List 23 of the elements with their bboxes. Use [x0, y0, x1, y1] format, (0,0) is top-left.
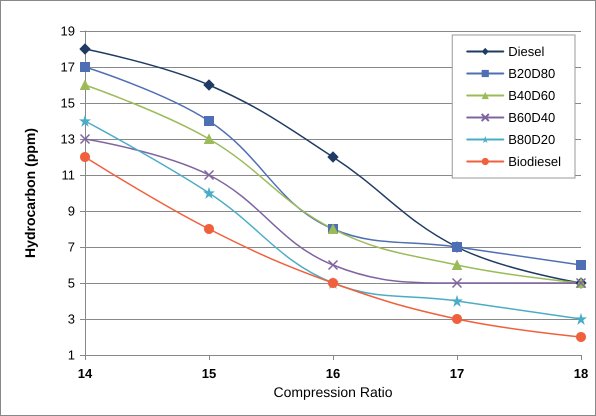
y-tick-label: 13 [60, 132, 75, 146]
y-axis-title: Hydrocarbon (ppm) [22, 128, 38, 258]
legend-label: Diesel [508, 44, 544, 59]
legend-label: B20D80 [508, 66, 556, 81]
legend-label: Biodiesel [508, 154, 562, 169]
legend-label: B60D40 [508, 110, 556, 125]
y-tick-label: 11 [62, 168, 75, 182]
legend-label: B80D20 [508, 132, 556, 147]
y-tick-label: 19 [60, 24, 75, 38]
y-tick-label: 9 [68, 204, 75, 218]
y-tick-label: 7 [68, 240, 75, 254]
y-tick-label: 17 [60, 60, 75, 74]
x-tick-label: 15 [202, 366, 216, 381]
y-tick-label: 15 [60, 96, 75, 110]
y-tick-label: 5 [68, 276, 75, 290]
y-tick-label: 3 [68, 312, 75, 326]
legend-label: B40D60 [508, 88, 556, 103]
x-tick-label: 18 [574, 366, 588, 381]
x-axis-title: Compression Ratio [273, 384, 393, 400]
x-tick-label: 16 [326, 366, 340, 381]
y-tick-label: 1 [68, 348, 75, 362]
x-tick-label: 17 [450, 366, 464, 381]
x-tick-label: 14 [78, 366, 93, 381]
